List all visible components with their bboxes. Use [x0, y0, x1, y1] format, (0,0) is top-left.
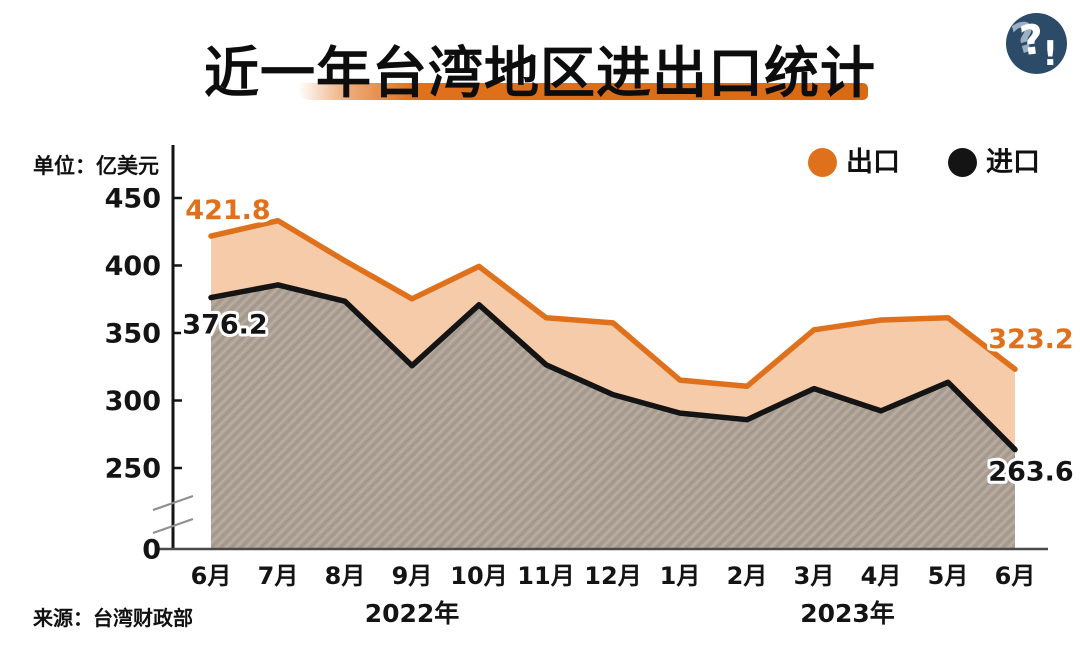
data-label: 263.6	[988, 457, 1073, 488]
legend-item-import: 进口	[948, 148, 1040, 177]
source-label: 来源：台湾财政部	[33, 606, 193, 630]
x-tick-label: 11月	[517, 562, 574, 590]
import-line	[208, 282, 1018, 453]
x-tick-label: 7月	[258, 562, 299, 590]
y-tick-label: 250	[105, 454, 161, 485]
title-highlight-swoosh	[298, 83, 868, 100]
x-tick-label: 6月	[191, 562, 232, 590]
year-label: 2023年	[800, 599, 895, 628]
legend: 出口 进口	[808, 148, 1040, 177]
y-tick-label: 450	[105, 184, 161, 215]
y-tick-label: 0	[142, 535, 161, 566]
import-legend-dot	[948, 148, 977, 177]
x-tick-label: 1月	[660, 562, 701, 590]
x-tick-label: 6月	[995, 562, 1036, 590]
y-axis-break-marks	[152, 494, 194, 535]
data-label: 421.8	[185, 195, 270, 226]
x-tick-label: 10月	[450, 562, 507, 590]
export-line	[208, 217, 1018, 390]
unit-label: 单位：亿美元	[33, 154, 159, 178]
import-area	[211, 284, 1015, 549]
title-block: 近一年台湾地区进出口统计	[0, 0, 1080, 115]
data-label: 323.2	[988, 324, 1073, 355]
export-legend-label: 出口	[846, 147, 900, 178]
x-tick-label: 12月	[584, 562, 641, 590]
x-tick-label: 4月	[861, 562, 902, 590]
import-legend-label: 进口	[986, 147, 1040, 178]
export-legend-dot	[808, 148, 837, 177]
y-tick-label: 350	[105, 319, 161, 350]
x-tick-label: 9月	[392, 562, 433, 590]
brand-logo: ? ? !	[1006, 13, 1067, 74]
x-tick-label: 5月	[928, 562, 969, 590]
year-label: 2022年	[365, 599, 460, 628]
y-tick-label: 400	[105, 251, 161, 282]
data-label: 376.2	[182, 310, 267, 341]
x-tick-label: 2月	[727, 562, 768, 590]
exclamation-icon: !	[1042, 34, 1058, 74]
legend-item-export: 出口	[808, 148, 900, 177]
x-tick-label: 8月	[325, 562, 366, 590]
export-import-gap-area	[211, 220, 1015, 450]
page-title: 近一年台湾地区进出口统计	[203, 41, 876, 105]
y-tick-label: 300	[105, 386, 161, 417]
x-tick-label: 3月	[794, 562, 835, 590]
